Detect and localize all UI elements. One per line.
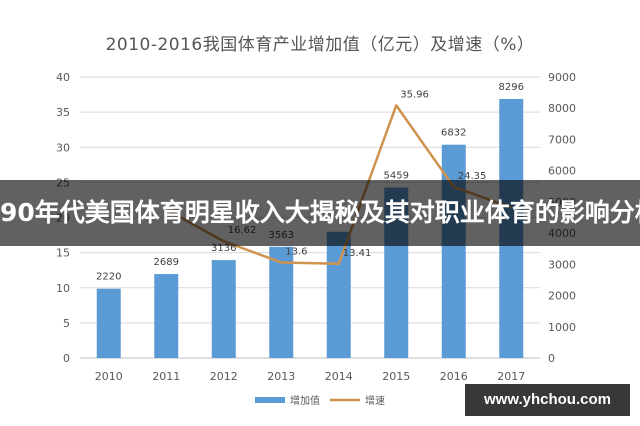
- legend-bar-label: 增加值: [290, 394, 320, 407]
- y-left-tick-label: 30: [56, 141, 70, 154]
- line-value-label: 13.6: [285, 246, 307, 257]
- x-tick-label: 2016: [440, 370, 468, 383]
- y-right-tick-label: 1000: [548, 321, 576, 334]
- y-right-tick-label: 6000: [548, 165, 576, 178]
- headline-banner: 90年代美国体育明星收入大揭秘及其对职业体育的影响分析: [0, 180, 640, 246]
- y-right-tick-label: 3000: [548, 258, 576, 271]
- line-value-label: 13.41: [343, 248, 372, 259]
- x-tick-label: 2015: [382, 370, 410, 383]
- x-tick-label: 2010: [95, 370, 123, 383]
- x-tick-label: 2017: [497, 370, 525, 383]
- legend-bar-swatch: [255, 397, 285, 403]
- legend-line-label: 增速: [365, 394, 385, 407]
- bar: [96, 288, 121, 358]
- x-tick-label: 2011: [152, 370, 180, 383]
- y-left-tick-label: 40: [56, 71, 70, 84]
- bar-value-label: 2220: [96, 272, 121, 283]
- bar: [154, 274, 179, 358]
- bar-value-label: 6832: [441, 128, 466, 139]
- headline-text: 90年代美国体育明星收入大揭秘及其对职业体育的影响分析: [0, 198, 640, 227]
- chart-title: 2010-2016我国体育产业增加值（亿元）及增速（%）: [105, 35, 535, 55]
- y-right-tick-label: 7000: [548, 133, 576, 146]
- y-left-tick-label: 5: [63, 317, 70, 330]
- line-value-label: 35.96: [400, 89, 429, 100]
- bar-value-label: 5459: [384, 171, 409, 182]
- x-tick-label: 2012: [210, 370, 238, 383]
- bar: [269, 246, 294, 358]
- bar-value-label: 3136: [211, 243, 236, 254]
- site-watermark: www.yhchou.com: [465, 384, 630, 416]
- y-right-tick-label: 8000: [548, 102, 576, 115]
- y-left-tick-label: 35: [56, 106, 70, 119]
- y-right-tick-label: 9000: [548, 71, 576, 84]
- x-tick-label: 2013: [267, 370, 295, 383]
- bar: [211, 260, 236, 358]
- y-left-tick-label: 15: [56, 247, 70, 260]
- bar: [326, 231, 351, 358]
- bar-value-label: 8296: [499, 82, 524, 93]
- x-tick-label: 2014: [325, 370, 353, 383]
- y-right-tick-label: 2000: [548, 290, 576, 303]
- y-left-tick-label: 0: [63, 352, 70, 365]
- y-right-tick-label: 0: [548, 352, 555, 365]
- line-value-label: 24.35: [458, 171, 487, 182]
- bar-value-label: 2689: [154, 257, 179, 268]
- y-left-tick-label: 10: [56, 282, 70, 295]
